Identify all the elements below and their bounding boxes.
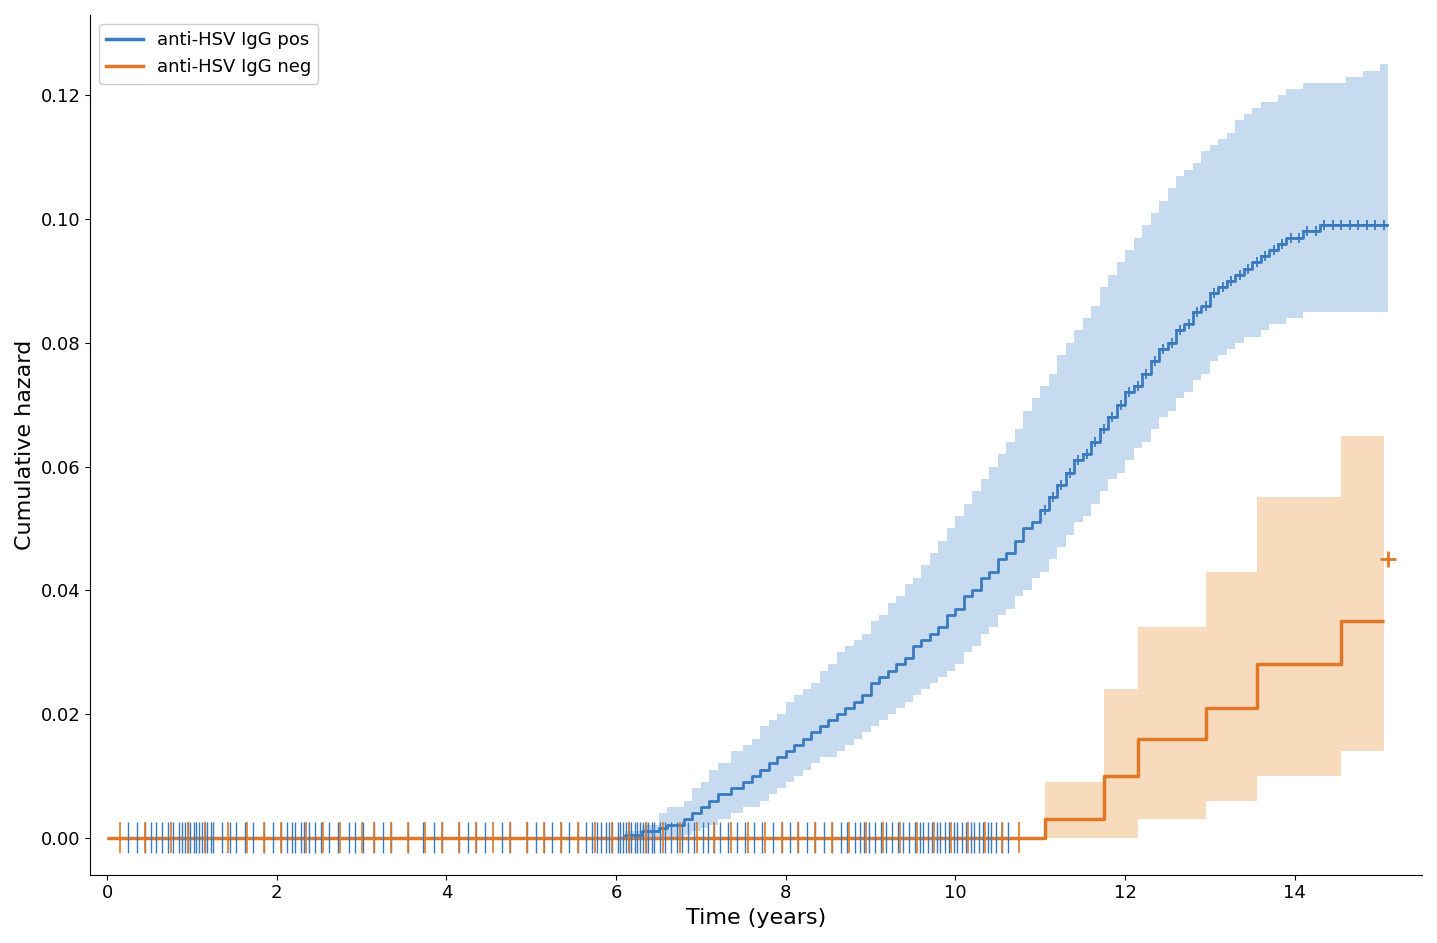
Legend: anti-HSV IgG pos, anti-HSV IgG neg: anti-HSV IgG pos, anti-HSV IgG neg [99,24,319,84]
X-axis label: Time (years): Time (years) [685,908,826,928]
Y-axis label: Cumulative hazard: Cumulative hazard [14,339,34,550]
